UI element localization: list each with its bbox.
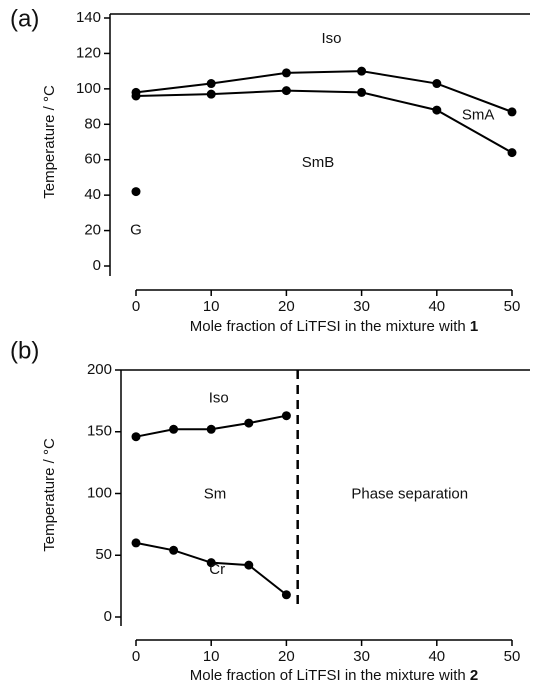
y-tick-label: 120 [76, 44, 101, 61]
x-tick-label: 0 [132, 298, 140, 315]
phase-label: Cr [209, 561, 225, 578]
data-point [281, 590, 291, 600]
y-tick-label: 0 [104, 608, 112, 625]
x-tick-label: 10 [203, 298, 220, 315]
y-tick-label: 140 [76, 9, 101, 26]
data-point [131, 91, 141, 101]
data-point [206, 558, 216, 568]
data-point [281, 411, 291, 421]
data-point [206, 89, 216, 99]
data-point [507, 148, 517, 158]
data-point [206, 79, 216, 89]
data-point [357, 87, 367, 97]
y-tick-label: 200 [87, 361, 112, 378]
data-point [169, 424, 179, 434]
x-tick-label: 10 [203, 648, 220, 665]
y-tick-label: 50 [95, 546, 112, 563]
data-point [281, 86, 291, 96]
data-point [507, 107, 517, 117]
y-tick-label: 40 [84, 186, 101, 203]
data-point [244, 418, 254, 428]
phase-label: G [130, 222, 142, 239]
x-axis-label-emphasis: 1 [470, 318, 478, 335]
y-tick-label: 60 [84, 151, 101, 168]
data-point [169, 545, 179, 555]
x-tick-label: 50 [504, 298, 521, 315]
y-tick-label: 100 [76, 80, 101, 97]
x-axis-label-text: Mole fraction of LiTFSI in the mixture w… [190, 318, 466, 335]
data-point [244, 560, 254, 570]
phase-label: Sm [204, 486, 227, 503]
data-point [131, 432, 141, 442]
data-point [131, 187, 141, 197]
y-tick-label: 20 [84, 222, 101, 239]
x-axis-label-emphasis: 2 [470, 667, 478, 684]
x-tick-label: 0 [132, 648, 140, 665]
x-tick-label: 30 [353, 648, 370, 665]
panel-label: (b) [10, 337, 39, 364]
data-point [281, 68, 291, 78]
phase-label: Phase separation [351, 486, 468, 503]
x-axis-label: Mole fraction of LiTFSI in the mixture w… [190, 667, 478, 684]
y-axis-label: Temperature / °C [41, 85, 58, 199]
phase-label: SmB [302, 154, 335, 171]
x-tick-label: 50 [504, 648, 521, 665]
y-axis-label: Temperature / °C [41, 438, 58, 552]
data-point [432, 79, 442, 89]
x-tick-label: 40 [428, 298, 445, 315]
phase-boundary [135, 70, 513, 113]
y-tick-label: 150 [87, 423, 112, 440]
data-point [206, 424, 216, 434]
y-tick-label: 0 [93, 257, 101, 274]
phase-label: SmA [462, 106, 495, 123]
phase-boundary [135, 89, 513, 154]
phase-label: Iso [209, 389, 229, 406]
x-tick-label: 40 [428, 648, 445, 665]
y-tick-label: 100 [87, 484, 112, 501]
x-tick-label: 20 [278, 648, 295, 665]
y-tick-label: 80 [84, 115, 101, 132]
data-point [432, 105, 442, 115]
panel-label: (a) [10, 5, 39, 32]
data-point [131, 538, 141, 548]
x-axis-label-text: Mole fraction of LiTFSI in the mixture w… [190, 667, 466, 684]
phase-label: Iso [322, 30, 342, 47]
x-tick-label: 30 [353, 298, 370, 315]
x-tick-label: 20 [278, 298, 295, 315]
data-point [357, 66, 367, 76]
x-axis-label: Mole fraction of LiTFSI in the mixture w… [190, 318, 478, 335]
